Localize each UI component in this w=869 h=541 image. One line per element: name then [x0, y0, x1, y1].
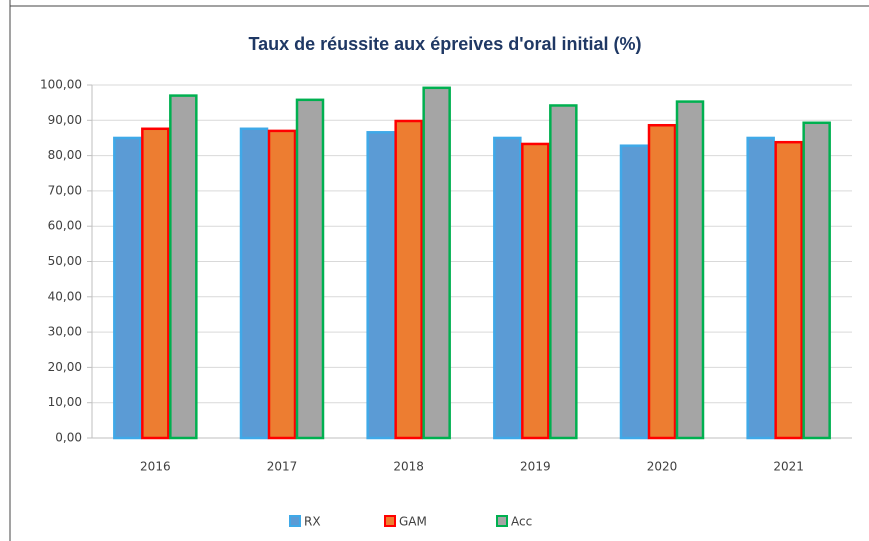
- legend-label: Acc: [511, 515, 532, 529]
- y-tick-label: 80,00: [48, 148, 82, 162]
- bar: [141, 127, 170, 440]
- y-tick-label: 0,00: [55, 431, 82, 445]
- legend-label: RX: [304, 515, 321, 529]
- bar: [113, 136, 142, 440]
- bar: [647, 123, 677, 440]
- bar: [169, 94, 198, 440]
- x-tick-label: 2021: [773, 460, 804, 474]
- bar: [774, 140, 803, 440]
- bar: [267, 129, 297, 440]
- bar: [394, 119, 423, 440]
- bar: [239, 127, 269, 440]
- bar: [521, 142, 550, 440]
- x-tick-label: 2016: [140, 460, 171, 474]
- y-tick-label: 20,00: [48, 360, 82, 374]
- chart-title: Taux de réussite aux épreives d'oral ini…: [248, 34, 641, 54]
- bar: [746, 136, 775, 440]
- y-tick-label: 60,00: [48, 219, 82, 233]
- bar: [422, 86, 451, 440]
- legend-swatch: [496, 515, 508, 527]
- x-tick-label: 2019: [520, 460, 551, 474]
- y-tick-label: 30,00: [48, 325, 82, 339]
- x-tick-label: 2017: [267, 460, 298, 474]
- legend-swatch: [384, 515, 396, 527]
- y-tick-label: 70,00: [48, 183, 82, 197]
- y-tick-label: 40,00: [48, 289, 82, 303]
- y-tick-label: 100,00: [40, 78, 82, 92]
- bar: [295, 98, 325, 440]
- bar: [549, 104, 578, 440]
- bar: [493, 136, 522, 440]
- y-tick-label: 50,00: [48, 254, 82, 268]
- bar: [675, 100, 705, 440]
- legend-label: GAM: [399, 515, 427, 529]
- y-tick-label: 90,00: [48, 113, 82, 127]
- x-tick-label: 2020: [647, 460, 678, 474]
- bar: [366, 131, 395, 440]
- bar: [802, 121, 831, 440]
- y-tick-label: 10,00: [48, 395, 82, 409]
- x-tick-label: 2018: [393, 460, 424, 474]
- legend-swatch: [289, 515, 301, 527]
- bar: [619, 144, 649, 440]
